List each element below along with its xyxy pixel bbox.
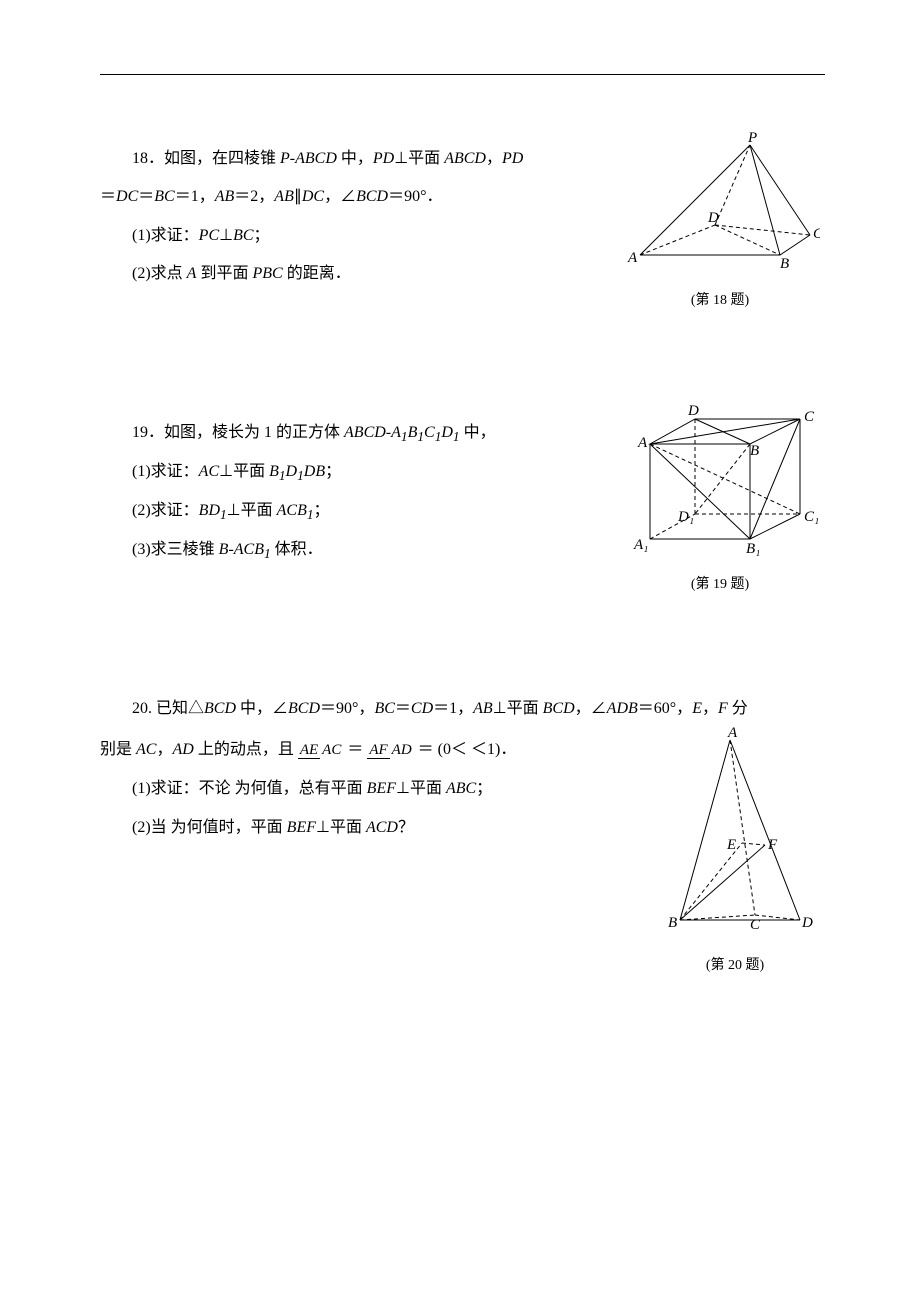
p19-statement: 19．如图，棱长为 1 的正方体 ABCD-A1B1C1D1 中， [100, 414, 540, 453]
p19-caption: (第 19 题) [620, 568, 820, 602]
p19-sub1: (1)求证：AC⊥平面 B1D1DB； [100, 453, 540, 492]
label-D: D [687, 403, 699, 419]
label-C: C [804, 409, 815, 425]
label-A: A [627, 250, 638, 266]
p19-sub3: (3)求三棱锥 B-ACB1 体积． [100, 531, 540, 570]
problem-19-text: 19．如图，棱长为 1 的正方体 ABCD-A1B1C1D1 中， (1)求证：… [100, 414, 540, 571]
p18-sub1: (1)求证：PC⊥BC； [100, 217, 530, 255]
label-B: B [668, 915, 677, 931]
label-E: E [726, 837, 736, 853]
p18-figure: P A B C D (第 18 题) [620, 130, 820, 318]
p19-sub2: (2)求证：BD1⊥平面 ACB1； [100, 492, 540, 531]
p20-line2: 别是 AC，AD 上的动点，且 AEAC ＝ AFAD ＝ (0＜ ＜1)． [100, 729, 560, 771]
p18-caption: (第 18 题) [620, 284, 820, 318]
label-C: C [750, 917, 761, 933]
p19-figure: A B C D A₁ B₁ C₁ D₁ (第 19 题) [620, 399, 820, 602]
p18-diagram: P A B C D [620, 130, 820, 280]
fraction-2: AFAD [367, 742, 413, 759]
label-A1: A₁ [633, 537, 648, 553]
label-A: A [727, 725, 738, 741]
problem-18-text: 18．如图，在四棱锥 P-ABCD 中，PD⊥平面 ABCD，PD ＝DC＝BC… [100, 140, 530, 294]
p20-sub2: (2)当 为何值时，平面 BEF⊥平面 ACD？ [100, 809, 560, 847]
problem-19: 19．如图，棱长为 1 的正方体 ABCD-A1B1C1D1 中， (1)求证：… [100, 414, 820, 571]
label-D1: D₁ [677, 509, 694, 525]
p20-figure: A B C D E F (第 20 题) [650, 725, 820, 983]
label-B: B [750, 443, 759, 459]
label-D: D [801, 915, 813, 931]
label-A: A [637, 435, 648, 451]
label-C1: C₁ [804, 509, 819, 525]
horizontal-rule [100, 74, 825, 75]
label-F: F [767, 837, 778, 853]
label-D: D [707, 210, 719, 226]
p18-statement: 18．如图，在四棱锥 P-ABCD 中，PD⊥平面 ABCD，PD ＝DC＝BC… [100, 140, 530, 217]
label-C: C [813, 226, 820, 242]
label-B1: B₁ [746, 541, 760, 557]
p20-sub1: (1)求证：不论 为何值，总有平面 BEF⊥平面 ABC； [100, 770, 560, 808]
label-B: B [780, 256, 789, 272]
p20-caption: (第 20 题) [650, 949, 820, 983]
p20-line1: 20. 已知△BCD 中，∠BCD＝90°，BC＝CD＝1，AB⊥平面 BCD，… [100, 690, 820, 728]
problem-18: 18．如图，在四棱锥 P-ABCD 中，PD⊥平面 ABCD，PD ＝DC＝BC… [100, 140, 820, 294]
p20-diagram: A B C D E F [650, 725, 820, 945]
problem-20: 20. 已知△BCD 中，∠BCD＝90°，BC＝CD＝1，AB⊥平面 BCD，… [100, 690, 820, 847]
p19-diagram: A B C D A₁ B₁ C₁ D₁ [620, 399, 820, 564]
fraction-1: AEAC [298, 742, 344, 759]
label-P: P [747, 130, 757, 146]
p18-sub2: (2)求点 A 到平面 PBC 的距离． [100, 255, 530, 293]
